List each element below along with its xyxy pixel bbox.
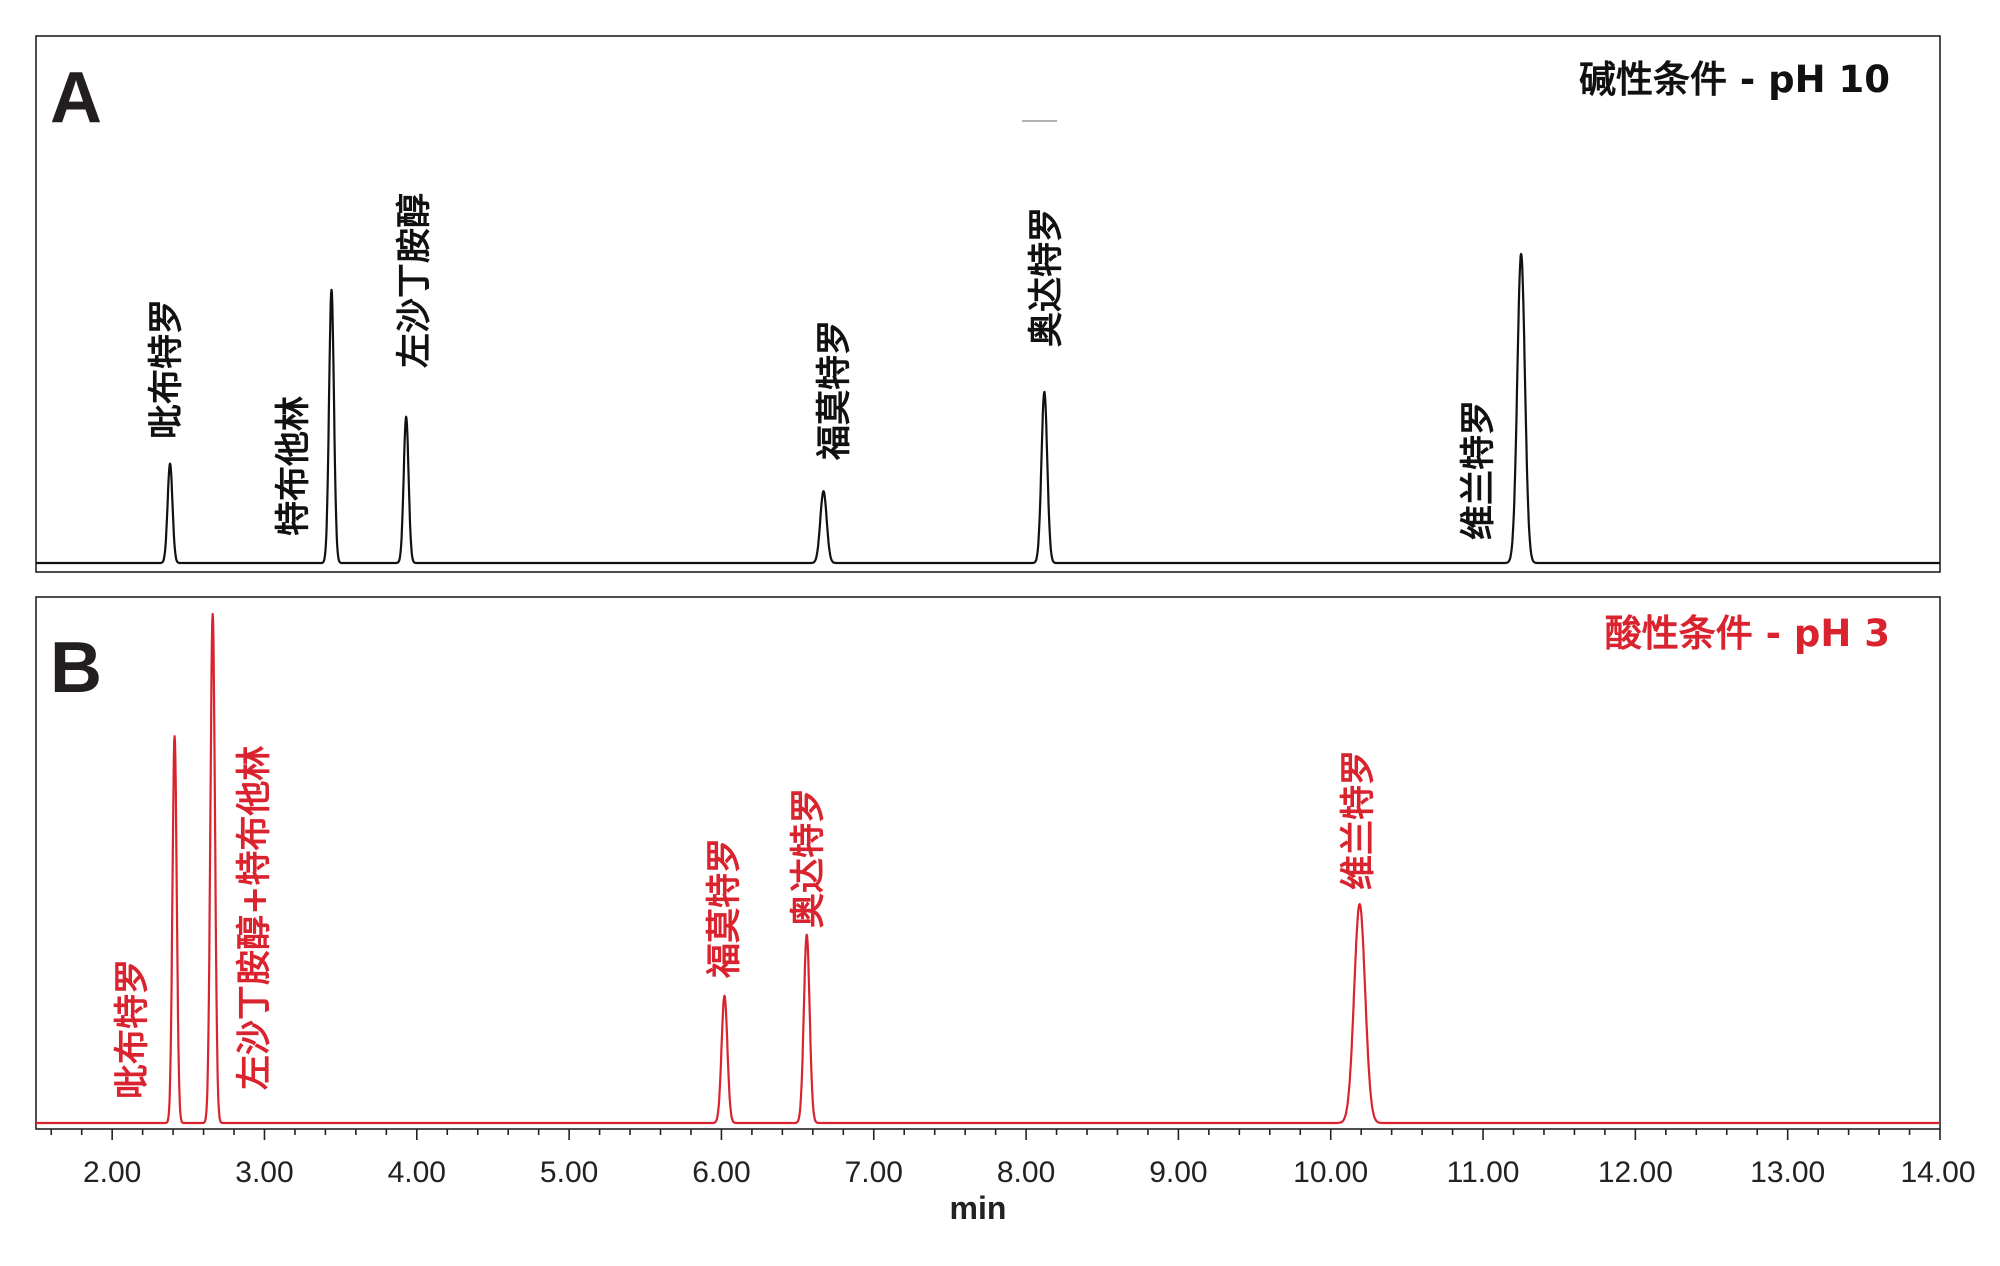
peak-label-b-levalbuterol-terbutaline: 左沙丁胺醇+特布他林 [235,746,275,1090]
panel-a-letter: A [50,58,102,138]
peak-label-a-terbutaline: 特布他林 [274,396,314,536]
peak-label-b-olodaterol: 奥达特罗 [789,788,829,928]
x-axis-major-ticks [111,1129,1941,1140]
x-tick-label: 11.00 [1447,1156,1520,1189]
panel-b: B 酸性条件 - pH 3 吡布特罗 左沙丁胺醇+特布他林 福莫特罗 奥达特罗 … [35,596,1941,1130]
panel-b-frame [35,596,1941,1130]
panel-b-trace [35,612,1941,1125]
x-tick-label: 14.00 [1900,1156,1975,1189]
panel-b-condition-label: 酸性条件 - pH 3 [1605,612,1890,655]
x-axis-label: min [950,1190,1007,1226]
x-tick-label: 7.00 [845,1156,903,1189]
x-axis: 2.00 3.00 4.00 5.00 6.00 7.00 8.00 9.00 10.00 11.… [50,1129,1976,1226]
x-tick-label: 10.00 [1293,1156,1368,1189]
x-tick-label: 6.00 [692,1156,750,1189]
peak-label-a-levalbuterol: 左沙丁胺醇 [395,193,435,368]
peak-label-a-pirbuterol: 吡布特罗 [147,299,187,439]
x-tick-label: 3.00 [235,1156,293,1189]
x-tick-label: 2.00 [83,1156,141,1189]
x-tick-label: 9.00 [1149,1156,1207,1189]
panel-a-frame [35,35,1941,573]
panel-a-trace [35,252,1941,565]
x-tick-label: 8.00 [997,1156,1055,1189]
x-tick-label: 13.00 [1750,1156,1825,1189]
peak-label-a-olodaterol: 奥达特罗 [1027,207,1067,347]
x-tick-label: 5.00 [540,1156,598,1189]
x-tick-label: 4.00 [388,1156,446,1189]
panel-a-condition-label: 碱性条件 - pH 10 [1579,58,1890,101]
panel-a: A 碱性条件 - pH 10 吡布特罗 特布他林 左沙丁胺醇 福莫特罗 奥达特罗… [35,35,1941,573]
peak-label-a-formoterol: 福莫特罗 [815,320,855,461]
x-axis-tick-labels: 2.00 3.00 4.00 5.00 6.00 7.00 8.00 9.00 10.00 11.… [83,1156,1976,1189]
panel-b-letter: B [50,628,102,708]
peak-label-b-vilanterol: 维兰特罗 [1339,750,1379,890]
x-tick-label: 12.00 [1598,1156,1673,1189]
peak-label-b-formoterol: 福莫特罗 [705,838,745,979]
peak-label-a-vilanterol: 维兰特罗 [1459,400,1499,540]
peak-label-b-pirbuterol: 吡布特罗 [113,959,153,1099]
x-axis-minor-ticks [50,1129,1911,1135]
